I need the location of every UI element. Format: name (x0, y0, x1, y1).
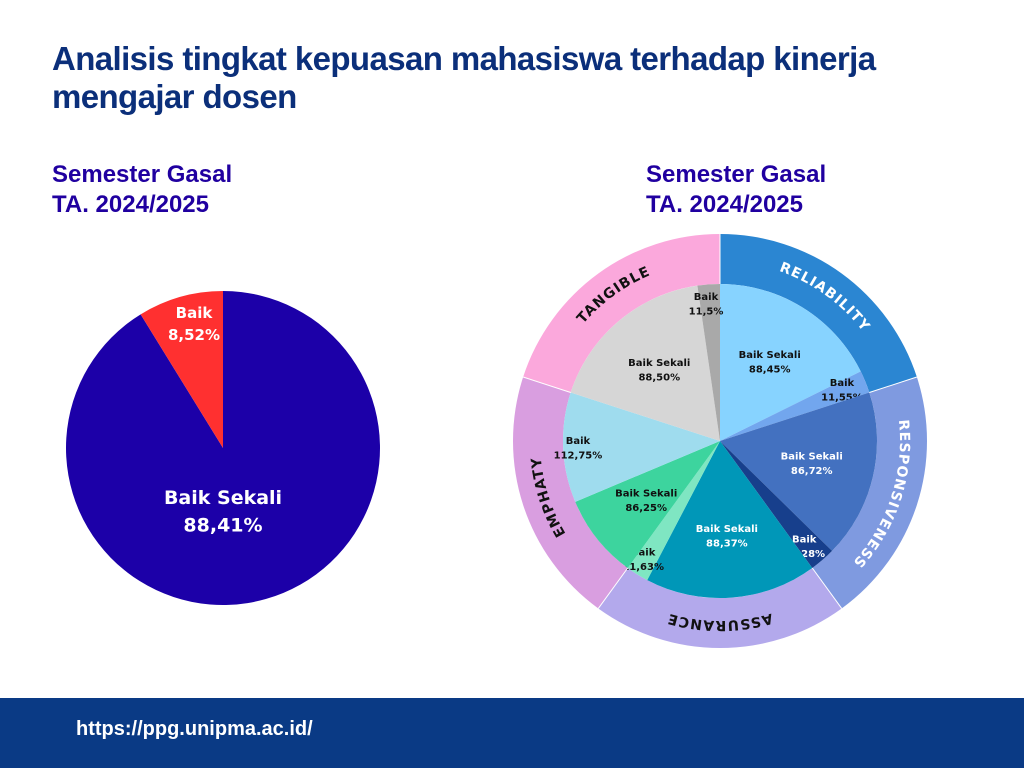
inner-slice-responsiveness-baik-sekali (720, 392, 877, 551)
ring-sector-assurance (598, 568, 842, 648)
inner-slice-reliability-baik (720, 371, 870, 441)
footer-bar: https://ppg.unipma.ac.id/ (0, 698, 1024, 768)
ring-sector-reliability (720, 234, 917, 393)
ring-sector-emphaty (513, 377, 628, 609)
ring-sector-responsiveness (812, 377, 928, 609)
inner-label-assurance-baik: Baik 11,63% (622, 547, 664, 573)
inner-slice-tangible-baik-sekali (570, 285, 720, 441)
ring-divider (597, 567, 629, 609)
inner-label-reliability-baik: Baik 11,55% (821, 378, 863, 404)
inner-label-responsiveness-baik-sekali: Baik Sekali 86,72% (781, 452, 843, 478)
pie-label-baik-sekali: Baik Sekali 88,41% (164, 487, 282, 537)
inner-slice-reliability-baik-sekali (720, 284, 861, 441)
left-chart-year: TA. 2024/2025 (52, 191, 209, 218)
charts-canvas: Baik Sekali 88,41% Baik 8,52% Baik Sekali 88,… (65, 234, 928, 648)
pie-label-baik: Baik 8,52% (168, 304, 220, 344)
ring-divider (869, 376, 918, 393)
pie-slice-baik-sekali (65, 291, 380, 605)
right-chart-semester: Semester Gasal (646, 161, 827, 188)
inner-slice-assurance-baik-sekali (647, 441, 813, 598)
inner-label-tangible-baik-sekali: Baik Sekali 88,50% (628, 358, 690, 384)
inner-slice-assurance-baik (627, 441, 720, 581)
ring-divider (811, 567, 843, 609)
right-chart-subtitle: Semester Gasal TA. 2024/2025 (646, 160, 826, 220)
pie-slice-baik (140, 291, 223, 448)
ring-sector-tangible (523, 234, 720, 393)
inner-label-tangible-baik: Baik 11,5% (689, 292, 724, 318)
inner-slice-responsiveness-baik (720, 441, 833, 569)
inner-label-reliability-baik-sekali: Baik Sekali 88,45% (739, 350, 801, 376)
left-chart-semester: Semester Gasal (52, 161, 233, 188)
page-title: Analisis tingkat kepuasan mahasiswa terh… (52, 40, 876, 115)
left-chart-subtitle: Semester Gasal TA. 2024/2025 (52, 160, 232, 220)
inner-slice-emphaty-baik-sekali (575, 441, 720, 569)
ring-divider (522, 376, 571, 393)
inner-slice-emphaty-baik (563, 392, 720, 502)
right-chart-year: TA. 2024/2025 (646, 191, 803, 218)
inner-slice-tangible-baik (697, 284, 720, 441)
inner-label-emphaty-baik-sekali: Baik Sekali 86,25% (615, 489, 677, 515)
inner-label-responsiveness-baik: Baik 13,28% (783, 535, 825, 561)
ring-label-assurance: ASSURANCE (666, 610, 775, 633)
inner-label-assurance-baik-sekali: Baik Sekali 88,37% (696, 524, 758, 550)
footer-url[interactable]: https://ppg.unipma.ac.id/ (76, 718, 313, 740)
inner-label-emphaty-baik: Baik 112,75% (554, 436, 603, 462)
